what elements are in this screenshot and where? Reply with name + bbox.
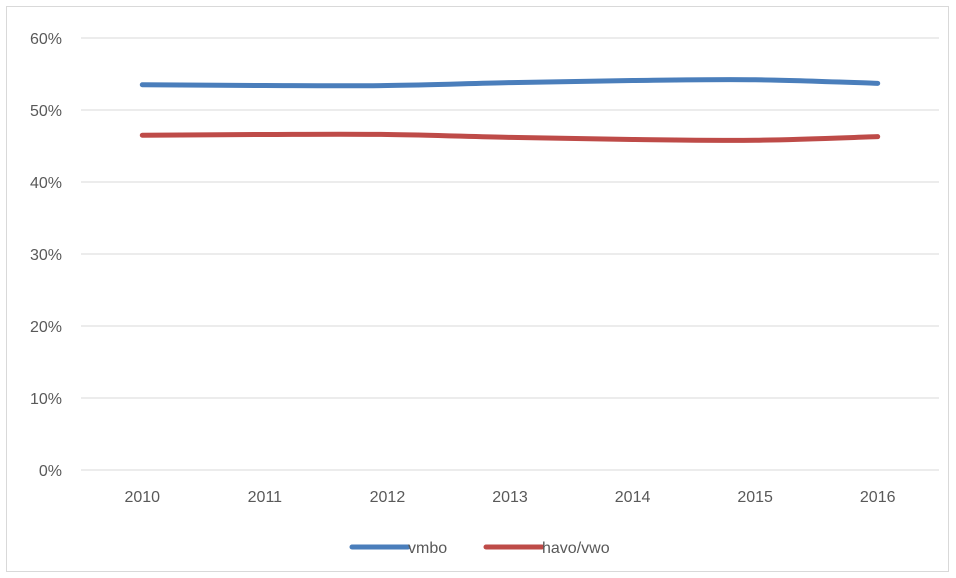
chart-frame [6, 6, 949, 572]
y-tick-label: 50% [30, 103, 62, 120]
x-axis-tick-labels: 2010 2011 2012 2013 2014 2015 2016 [124, 489, 895, 506]
x-tick-label: 2014 [615, 489, 651, 506]
y-tick-label: 20% [30, 319, 62, 336]
y-axis-tick-labels: 0% 10% 20% 30% 40% 50% 60% [30, 31, 62, 480]
y-tick-label: 40% [30, 175, 62, 192]
x-tick-label: 2010 [124, 489, 160, 506]
legend: vmbo havo/vwo [349, 540, 610, 557]
y-tick-label: 30% [30, 247, 62, 264]
gridlines [81, 37, 939, 471]
y-tick-label: 60% [30, 31, 62, 48]
y-tick-label: 0% [39, 463, 62, 480]
x-tick-label: 2015 [737, 489, 773, 506]
x-tick-label: 2016 [860, 489, 896, 506]
series-lines [139, 77, 881, 143]
series-line-havo-vwo [139, 131, 881, 143]
legend-label-havo-vwo: havo/vwo [542, 540, 610, 557]
x-tick-label: 2011 [248, 489, 283, 506]
legend-label-vmbo: vmbo [408, 540, 447, 557]
y-tick-label: 10% [30, 391, 62, 408]
x-tick-label: 2013 [492, 489, 528, 506]
series-line-vmbo [139, 77, 881, 89]
x-tick-label: 2012 [370, 489, 406, 506]
